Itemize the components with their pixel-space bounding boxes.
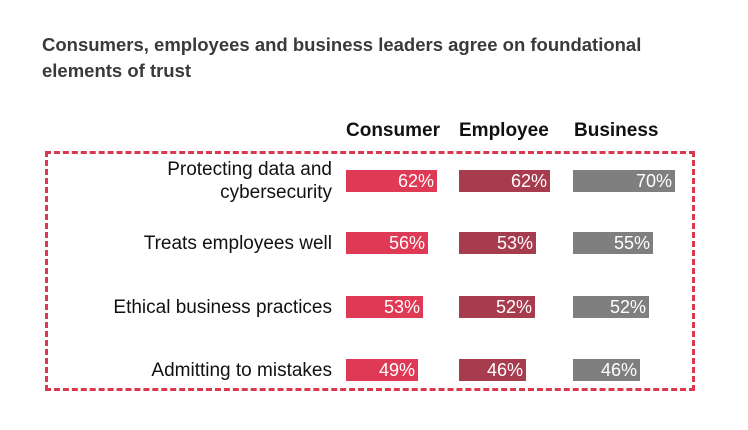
chart-title: Consumers, employees and business leader… xyxy=(42,34,642,81)
data-label: 52% xyxy=(609,297,646,317)
category-label-line: Protecting data and xyxy=(167,159,332,180)
bar-business: 52% xyxy=(573,296,649,318)
dashed-highlight-box xyxy=(45,151,695,391)
category-label-line: cybersecurity xyxy=(220,182,332,203)
data-label: 70% xyxy=(635,171,672,191)
bar-employee: 46% xyxy=(459,359,526,381)
bar-business: 55% xyxy=(573,232,653,254)
bar-business: 46% xyxy=(573,359,640,381)
data-label: 56% xyxy=(388,233,425,253)
category-label: Treats employees well xyxy=(144,232,332,255)
bar-consumer: 49% xyxy=(346,359,418,381)
data-label: 55% xyxy=(613,233,650,253)
column-header-consumer: Consumer xyxy=(346,120,440,141)
bar-employee: 62% xyxy=(459,170,550,192)
category-label-line: Admitting to mistakes xyxy=(151,359,332,381)
category-label: Admitting to mistakes xyxy=(151,359,332,382)
data-label: 62% xyxy=(510,171,547,191)
bar-consumer: 53% xyxy=(346,296,423,318)
data-label: 53% xyxy=(383,297,420,317)
category-label-line: Treats employees well xyxy=(143,232,332,254)
bar-consumer: 56% xyxy=(346,232,428,254)
column-header-employee: Employee xyxy=(459,120,549,141)
category-label: Protecting data and cybersecurity xyxy=(167,158,332,204)
data-label: 49% xyxy=(378,360,415,380)
data-label: 62% xyxy=(397,171,434,191)
data-label: 52% xyxy=(495,297,532,317)
category-label-line: Ethical business practices xyxy=(113,296,332,318)
data-label: 46% xyxy=(486,360,523,380)
bar-employee: 52% xyxy=(459,296,535,318)
column-header-business: Business xyxy=(574,120,659,141)
category-label: Ethical business practices xyxy=(113,296,332,319)
data-label: 53% xyxy=(496,233,533,253)
bar-business: 70% xyxy=(573,170,675,192)
bar-consumer: 62% xyxy=(346,170,437,192)
bar-employee: 53% xyxy=(459,232,536,254)
data-label: 46% xyxy=(600,360,637,380)
